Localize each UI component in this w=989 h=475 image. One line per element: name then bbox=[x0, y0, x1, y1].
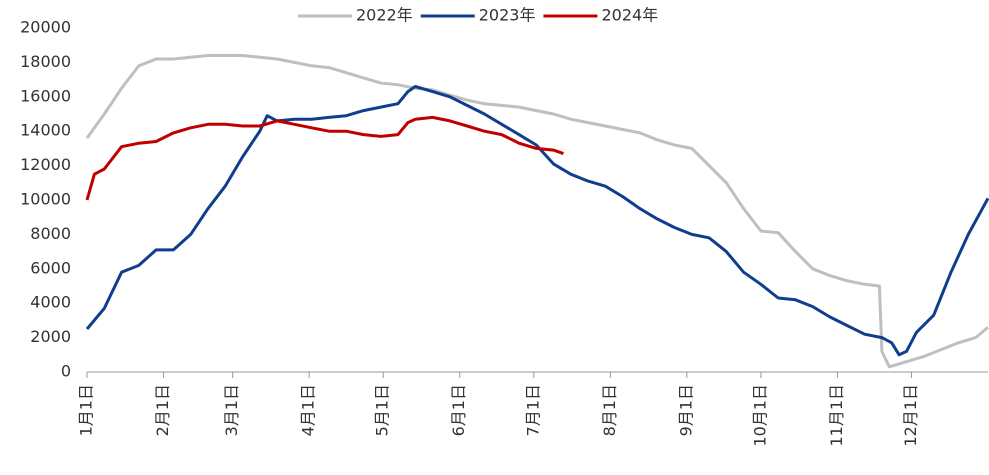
y-tick-label: 8000 bbox=[30, 224, 71, 243]
series-line bbox=[85, 115, 564, 201]
y-tick-label: 16000 bbox=[20, 86, 71, 105]
y-tick-label: 6000 bbox=[30, 258, 71, 277]
legend-label: 2024年 bbox=[601, 6, 658, 25]
y-tick-label: 10000 bbox=[20, 190, 71, 209]
x-tick-label: 8月1日 bbox=[600, 384, 619, 436]
y-tick-label: 18000 bbox=[20, 52, 71, 71]
x-tick-label: 12月1日 bbox=[901, 384, 920, 447]
legend-label: 2023年 bbox=[479, 6, 536, 25]
x-tick-label: 6月1日 bbox=[449, 384, 468, 436]
series-line bbox=[85, 54, 989, 369]
series-line bbox=[85, 85, 989, 357]
x-tick-label: 5月1日 bbox=[373, 384, 392, 436]
y-tick-label: 0 bbox=[61, 362, 71, 381]
x-tick-label: 7月1日 bbox=[523, 384, 542, 436]
x-tick-label: 10月1日 bbox=[750, 384, 769, 447]
y-tick-label: 2000 bbox=[30, 327, 71, 346]
x-tick-label: 2月1日 bbox=[153, 384, 172, 436]
y-tick-label: 14000 bbox=[20, 121, 71, 140]
y-tick-label: 20000 bbox=[20, 18, 71, 37]
legend-label: 2022年 bbox=[356, 6, 413, 25]
x-tick-label: 4月1日 bbox=[299, 384, 318, 436]
x-tick-label: 3月1日 bbox=[222, 384, 241, 436]
x-tick-label: 11月1日 bbox=[827, 384, 846, 447]
y-tick-label: 12000 bbox=[20, 155, 71, 174]
y-tick-label: 4000 bbox=[30, 293, 71, 312]
x-tick-label: 9月1日 bbox=[676, 384, 695, 436]
x-tick-label: 1月1日 bbox=[77, 384, 96, 436]
